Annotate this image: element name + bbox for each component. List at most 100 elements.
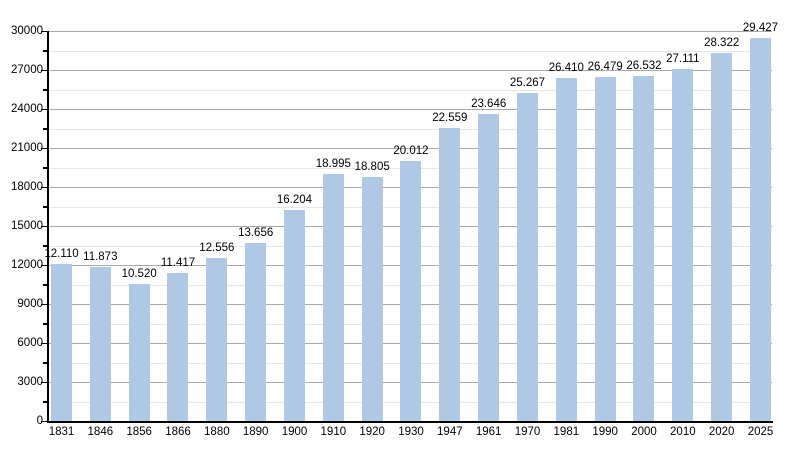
y-axis-minor-tick [43,50,47,52]
bar-value-label: 12.556 [199,241,235,254]
x-axis-tick-label: 1990 [592,426,618,438]
x-axis-tick-label: 2000 [631,426,657,438]
x-axis-tick-label: 1880 [204,426,230,438]
bar-1910 [322,174,344,421]
bar-1846 [89,266,111,421]
x-axis-tick-label: 1981 [553,426,580,438]
gridline-major [48,148,772,149]
x-axis-tick-label: 1970 [514,426,541,438]
bar-value-label: 23.646 [471,97,507,110]
bar-value-label: 27.111 [666,52,700,65]
y-axis-major-tick [41,69,47,71]
y-axis-minor-tick [43,401,47,403]
x-axis-tick-label: 1831 [48,426,75,438]
y-axis-major-tick [41,186,47,188]
bar-value-label: 29.427 [742,22,779,35]
y-axis-minor-tick [43,206,47,208]
bar-2000 [633,76,655,421]
bar-1856 [128,284,150,421]
bar-1947 [439,127,461,421]
x-axis-tick-label: 1900 [281,426,308,438]
y-axis-tick-label: 27000 [11,63,43,76]
gridline-minor [48,50,772,52]
bar-value-label: 28.322 [704,36,740,49]
bar-value-label: 13.656 [238,227,274,240]
y-axis-tick-label: 15000 [11,219,43,232]
y-axis-major-tick [41,30,47,32]
x-axis-tick-label: 1866 [165,426,191,438]
bar-value-label: 26.479 [587,60,623,73]
bar-1961 [478,113,500,421]
x-axis-tick-label: 1890 [242,426,269,438]
y-axis-major-tick [41,108,47,110]
y-axis-major-tick [41,225,47,227]
x-axis-tick-label: 1856 [126,426,152,438]
y-axis-line [47,31,49,423]
x-axis-tick-label: 2010 [670,426,696,438]
bar-2020 [711,52,733,421]
bar-2025 [749,38,771,421]
y-axis-tick-label: 30000 [11,24,43,37]
bar-value-label: 11.417 [160,256,196,269]
plot-area [48,31,772,421]
y-axis-major-tick [41,342,47,344]
bar-1990 [594,76,616,421]
x-axis-tick-label: 1910 [320,426,347,438]
x-axis-tick-label: 2025 [747,426,774,438]
x-axis-tick-label: 1947 [437,426,463,438]
bar-1831 [51,263,72,421]
bar-value-label: 26.532 [626,60,662,73]
bar-value-label: 18.805 [354,160,390,173]
gridline-minor [48,89,772,91]
bar-value-label: 25.267 [509,76,546,89]
y-axis-major-tick [41,147,47,149]
x-axis-tick-label: 1846 [87,426,114,438]
bar-value-label: 22.559 [432,111,468,124]
y-axis-tick-label: 21000 [11,141,43,154]
x-axis-tick-label: 1930 [398,426,424,438]
x-axis-tick-label: 1920 [359,426,385,438]
gridline-major [48,31,772,32]
y-axis-minor-tick [43,128,47,130]
bar-value-label: 11.873 [83,250,118,263]
y-axis-minor-tick [43,362,47,364]
y-axis-tick-label: 24000 [11,102,43,115]
x-axis-tick-label: 1961 [475,426,502,438]
y-axis-minor-tick [43,323,47,325]
bar-1900 [283,210,305,421]
bar-value-label: 12.110 [44,247,79,260]
y-axis-tick-label: 0 [36,414,43,427]
bar-1920 [361,176,383,421]
bar-1890 [245,243,267,421]
y-axis-minor-tick [43,245,47,247]
x-axis-line [47,421,773,423]
y-axis-minor-tick [43,284,47,286]
y-axis-tick-label: 3000 [17,375,43,388]
gridline-major [48,70,772,71]
y-axis-tick-label: 12000 [11,258,43,271]
bar-1880 [206,257,228,421]
bar-value-label: 18.995 [315,158,351,171]
bar-2010 [672,68,694,421]
y-axis-minor-tick [43,89,47,91]
y-axis-minor-tick [43,167,47,169]
y-axis-major-tick [41,264,47,266]
y-axis-major-tick [41,381,47,383]
bar-value-label: 26.410 [548,61,584,74]
y-axis-major-tick [41,420,47,422]
x-axis-tick-label: 2020 [708,426,735,438]
y-axis-major-tick [41,303,47,305]
y-axis-tick-label: 6000 [17,336,43,349]
bar-value-label: 16.204 [276,194,313,207]
y-axis-tick-label: 9000 [17,297,43,310]
gridline-major [48,109,772,110]
bar-1866 [167,272,189,421]
bar-1970 [516,92,538,421]
bar-1930 [400,160,422,421]
bar-value-label: 20.012 [393,144,429,157]
bar-value-label: 10.520 [121,268,157,281]
gridline-minor [48,128,772,130]
bar-1981 [555,77,577,421]
y-axis-tick-label: 18000 [11,180,43,193]
